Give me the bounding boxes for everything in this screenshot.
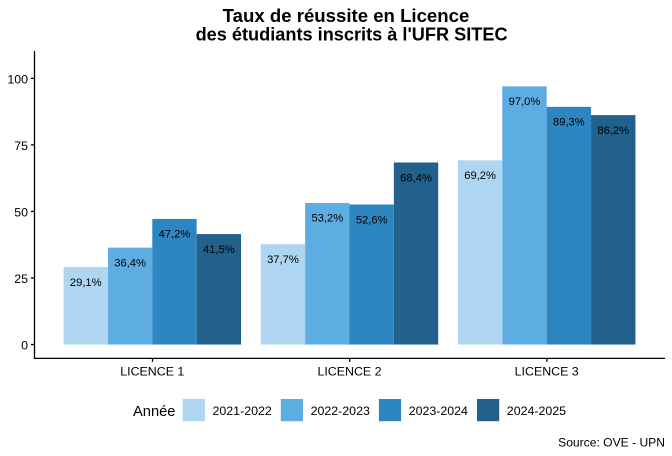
svg-text:37,7%: 37,7% xyxy=(267,254,299,266)
svg-text:29,1%: 29,1% xyxy=(70,277,102,289)
svg-text:2023-2024: 2023-2024 xyxy=(409,404,468,418)
svg-text:41,5%: 41,5% xyxy=(203,244,235,256)
svg-text:LICENCE 1: LICENCE 1 xyxy=(120,365,184,379)
svg-text:des étudiants inscrits à l'UFR: des étudiants inscrits à l'UFR SITEC xyxy=(196,24,508,45)
svg-text:LICENCE 2: LICENCE 2 xyxy=(317,365,381,379)
svg-text:50: 50 xyxy=(14,206,28,220)
svg-text:86,2%: 86,2% xyxy=(597,125,629,137)
svg-text:75: 75 xyxy=(14,139,28,153)
svg-text:68,4%: 68,4% xyxy=(400,172,432,184)
svg-text:97,0%: 97,0% xyxy=(509,96,541,108)
svg-text:69,2%: 69,2% xyxy=(464,170,496,182)
svg-text:2022-2023: 2022-2023 xyxy=(311,404,370,418)
svg-text:2024-2025: 2024-2025 xyxy=(507,404,566,418)
svg-text:36,4%: 36,4% xyxy=(114,257,146,269)
svg-text:25: 25 xyxy=(14,272,28,286)
svg-text:47,2%: 47,2% xyxy=(159,229,191,241)
svg-text:52,6%: 52,6% xyxy=(356,214,388,226)
svg-text:Taux de réussite en Licence: Taux de réussite en Licence xyxy=(223,5,470,26)
svg-text:0: 0 xyxy=(21,339,28,353)
svg-text:LICENCE 3: LICENCE 3 xyxy=(515,365,579,379)
svg-text:89,3%: 89,3% xyxy=(553,117,585,129)
svg-text:Source: OVE - UPN: Source: OVE - UPN xyxy=(558,435,665,449)
svg-text:2021-2022: 2021-2022 xyxy=(213,404,272,418)
svg-text:100: 100 xyxy=(7,72,28,86)
svg-text:Année: Année xyxy=(133,404,175,420)
svg-text:53,2%: 53,2% xyxy=(311,213,343,225)
